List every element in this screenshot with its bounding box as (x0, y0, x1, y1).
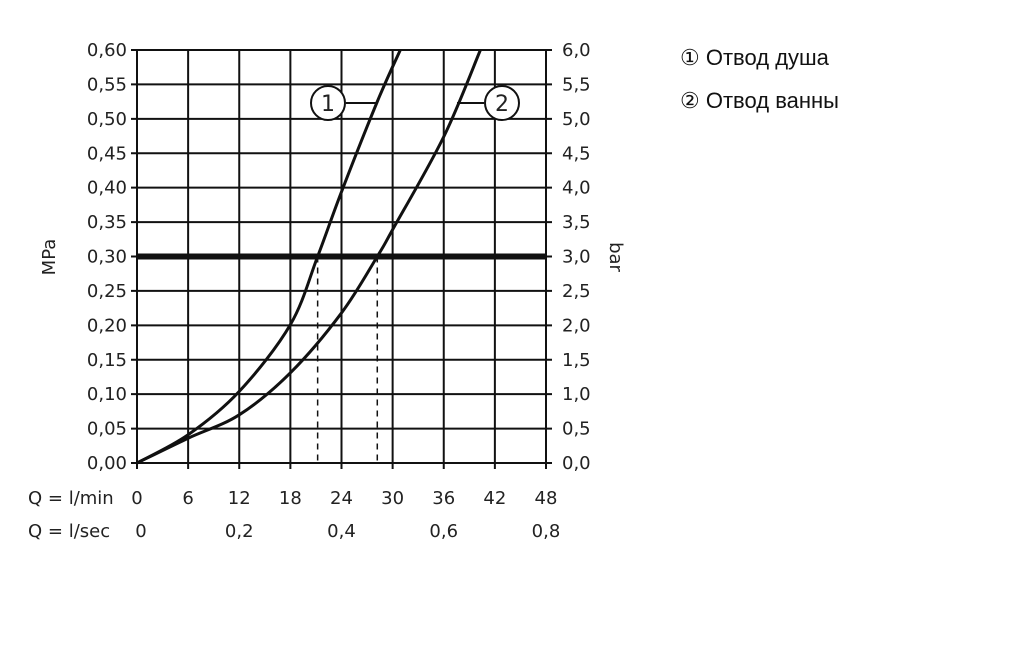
y-tick-label-left: 0,55 (87, 74, 127, 95)
y-tick-label-right: 2,5 (562, 281, 591, 302)
legend-item-1: ① Отвод душа (680, 45, 829, 71)
legend-label: Отвод душа (705, 45, 829, 70)
y-tick-label-left: 0,40 (87, 178, 127, 199)
y-tick-label-right: 0,5 (562, 419, 591, 440)
y-tick-label-right: 0,0 (562, 453, 591, 474)
y-tick-label-left: 0,30 (87, 247, 127, 268)
series-line-2 (136, 49, 482, 465)
y-tick-label-right: 2,0 (562, 315, 591, 336)
y-tick-label-right: 1,5 (562, 350, 591, 371)
y-tick-label-left: 0,25 (87, 281, 127, 302)
x-tick-label-lmin: 48 (535, 488, 558, 509)
legend-symbol: ② (680, 88, 700, 113)
x-tick-label-lmin: 24 (330, 488, 353, 509)
legend-item-2: ② Отвод ванны (680, 88, 839, 114)
y-tick-label-left: 0,20 (87, 315, 127, 336)
marker-circle-1 (310, 85, 346, 121)
x-tick-label-lsec: 0,4 (327, 521, 356, 542)
legend-label: Отвод ванны (705, 88, 839, 113)
marker-circle-2 (484, 85, 520, 121)
x-tick-label-lmin: 12 (228, 488, 251, 509)
x-tick-label-lmin: 42 (483, 488, 506, 509)
x-tick-label-lmin: 30 (381, 488, 404, 509)
x-tick-label-lsec: 0,8 (532, 521, 561, 542)
x-tick-label-lsec: 0 (135, 521, 146, 542)
y-axis-label-left: MPa (39, 239, 60, 276)
x-tick-label-lsec: 0,2 (225, 521, 254, 542)
y-tick-label-left: 0,15 (87, 350, 127, 371)
y-tick-label-right: 4,5 (562, 143, 591, 164)
x-axis-label-lmin: Q = l/min (28, 488, 114, 509)
x-tick-label-lmin: 6 (182, 488, 193, 509)
y-tick-label-right: 5,5 (562, 74, 591, 95)
y-tick-label-left: 0,45 (87, 143, 127, 164)
y-tick-label-left: 0,60 (87, 40, 127, 61)
y-tick-label-right: 1,0 (562, 384, 591, 405)
marker-label-2: 2 (495, 92, 509, 117)
y-tick-label-right: 3,5 (562, 212, 591, 233)
y-tick-label-right: 5,0 (562, 109, 591, 130)
y-tick-label-right: 4,0 (562, 178, 591, 199)
y-axis-label-right: bar (605, 242, 626, 272)
y-tick-label-right: 6,0 (562, 40, 591, 61)
x-tick-label-lmin: 0 (131, 488, 142, 509)
series-line-1 (136, 49, 402, 465)
x-axis-label-lsec: Q = l/sec (28, 521, 110, 542)
y-tick-label-left: 0,35 (87, 212, 127, 233)
y-tick-label-left: 0,50 (87, 109, 127, 130)
x-tick-label-lsec: 0,6 (429, 521, 458, 542)
y-tick-label-left: 0,05 (87, 419, 127, 440)
legend-symbol: ① (680, 45, 700, 70)
marker-label-1: 1 (321, 92, 335, 117)
x-tick-label-lmin: 18 (279, 488, 302, 509)
x-tick-label-lmin: 36 (432, 488, 455, 509)
y-tick-label-left: 0,00 (87, 453, 127, 474)
y-tick-label-left: 0,10 (87, 384, 127, 405)
y-tick-label-right: 3,0 (562, 247, 591, 268)
